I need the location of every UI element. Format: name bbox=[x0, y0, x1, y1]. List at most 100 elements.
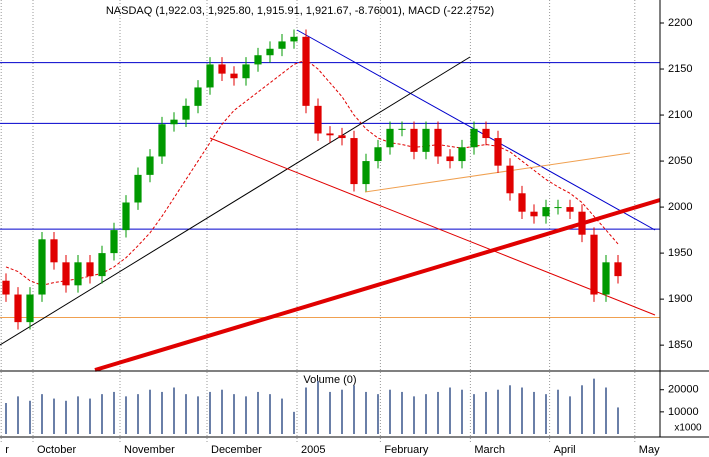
x-tick-label: May bbox=[639, 444, 660, 456]
candle-body bbox=[374, 147, 382, 162]
volume-bar bbox=[125, 396, 127, 434]
volume-bar bbox=[413, 396, 415, 434]
candle-body bbox=[218, 64, 226, 74]
candle-body bbox=[494, 138, 502, 166]
candle-body bbox=[122, 202, 130, 231]
volume-bar bbox=[365, 391, 367, 434]
candle-body bbox=[482, 128, 490, 139]
candle-body bbox=[254, 55, 262, 65]
y-tick-label: 10000 bbox=[668, 406, 699, 418]
y-tick-label: 1950 bbox=[668, 247, 692, 259]
candle-body bbox=[50, 239, 58, 263]
candle-body bbox=[158, 124, 166, 157]
volume-bar bbox=[89, 398, 91, 434]
candle-body bbox=[458, 147, 466, 162]
volume-bar bbox=[305, 387, 307, 434]
candle-body bbox=[206, 64, 214, 88]
volume-bar bbox=[557, 389, 559, 434]
volume-bar bbox=[233, 394, 235, 434]
volume-bar bbox=[173, 387, 175, 434]
candle-body bbox=[302, 36, 310, 106]
candle-body bbox=[578, 211, 586, 235]
candle-body bbox=[590, 234, 598, 295]
candle-body bbox=[446, 156, 454, 162]
volume-bar bbox=[581, 385, 583, 434]
volume-bar bbox=[65, 400, 67, 434]
x-tick-label: 2005 bbox=[301, 444, 325, 456]
volume-bar bbox=[113, 391, 115, 434]
volume-bar bbox=[617, 407, 619, 434]
volume-bar bbox=[461, 389, 463, 434]
volume-bar bbox=[377, 394, 379, 434]
volume-bar bbox=[497, 389, 499, 434]
volume-bar bbox=[485, 391, 487, 434]
candle-body bbox=[614, 262, 622, 277]
volume-bar bbox=[593, 378, 595, 434]
x-tick-label: r bbox=[5, 444, 9, 456]
volume-bar bbox=[449, 387, 451, 434]
volume-bar bbox=[257, 391, 259, 434]
volume-bar bbox=[53, 398, 55, 434]
x-tick-label: October bbox=[37, 444, 76, 456]
volume-bar bbox=[41, 394, 43, 434]
volume-bar bbox=[209, 391, 211, 434]
volume-bar bbox=[317, 380, 319, 434]
candle-body bbox=[542, 207, 550, 217]
candle-body bbox=[98, 253, 106, 277]
candle-body bbox=[338, 135, 346, 139]
volume-bar bbox=[137, 394, 139, 434]
y-tick-label: 2000 bbox=[668, 201, 692, 213]
candle-body bbox=[38, 239, 46, 295]
volume-bar bbox=[149, 389, 151, 434]
volume-bar bbox=[569, 396, 571, 434]
x-tick-label: December bbox=[211, 444, 262, 456]
candle-body bbox=[26, 294, 34, 323]
volume-bar bbox=[545, 394, 547, 434]
candle-body bbox=[410, 128, 418, 152]
volume-bar bbox=[401, 391, 403, 434]
volume-bar bbox=[389, 389, 391, 434]
volume-bar bbox=[197, 396, 199, 434]
volume-title: Volume (0) bbox=[303, 374, 356, 386]
candle-body bbox=[530, 211, 538, 217]
volume-bar bbox=[425, 394, 427, 434]
candle-body bbox=[290, 36, 298, 42]
y-tick-label: 2200 bbox=[668, 17, 692, 29]
candle-body bbox=[314, 105, 322, 134]
candle-body bbox=[194, 87, 202, 106]
volume-bar bbox=[5, 403, 7, 434]
candle-body bbox=[14, 294, 22, 323]
trendline bbox=[0, 56, 471, 346]
x-tick-label: March bbox=[474, 444, 505, 456]
candle-body bbox=[434, 128, 442, 157]
volume-bar bbox=[17, 396, 19, 434]
volume-bar bbox=[269, 394, 271, 434]
x-tick-label: April bbox=[554, 444, 576, 456]
volume-bar bbox=[341, 389, 343, 434]
candle-body bbox=[470, 128, 478, 148]
candle-body bbox=[110, 230, 118, 254]
volume-bar bbox=[329, 391, 331, 434]
candle-body bbox=[566, 207, 574, 212]
candle-body bbox=[146, 156, 154, 175]
volume-bar bbox=[185, 394, 187, 434]
candle-body bbox=[182, 105, 190, 120]
candle-body bbox=[170, 119, 178, 125]
candle-body bbox=[230, 73, 238, 79]
volume-bar bbox=[161, 391, 163, 434]
volume-bar bbox=[473, 394, 475, 434]
candle-body bbox=[74, 262, 82, 286]
candle-body bbox=[2, 280, 10, 295]
volume-unit: x1000 bbox=[674, 423, 702, 434]
candle-body bbox=[386, 128, 394, 148]
y-tick-label: 2150 bbox=[668, 63, 692, 75]
candle-body bbox=[422, 128, 430, 152]
y-tick-label: 20000 bbox=[668, 384, 699, 396]
candle-body bbox=[266, 48, 274, 56]
volume-bar bbox=[605, 387, 607, 434]
candle-body bbox=[242, 64, 250, 79]
volume-bar bbox=[353, 385, 355, 434]
volume-bar bbox=[101, 394, 103, 434]
x-tick-label: February bbox=[384, 444, 429, 456]
